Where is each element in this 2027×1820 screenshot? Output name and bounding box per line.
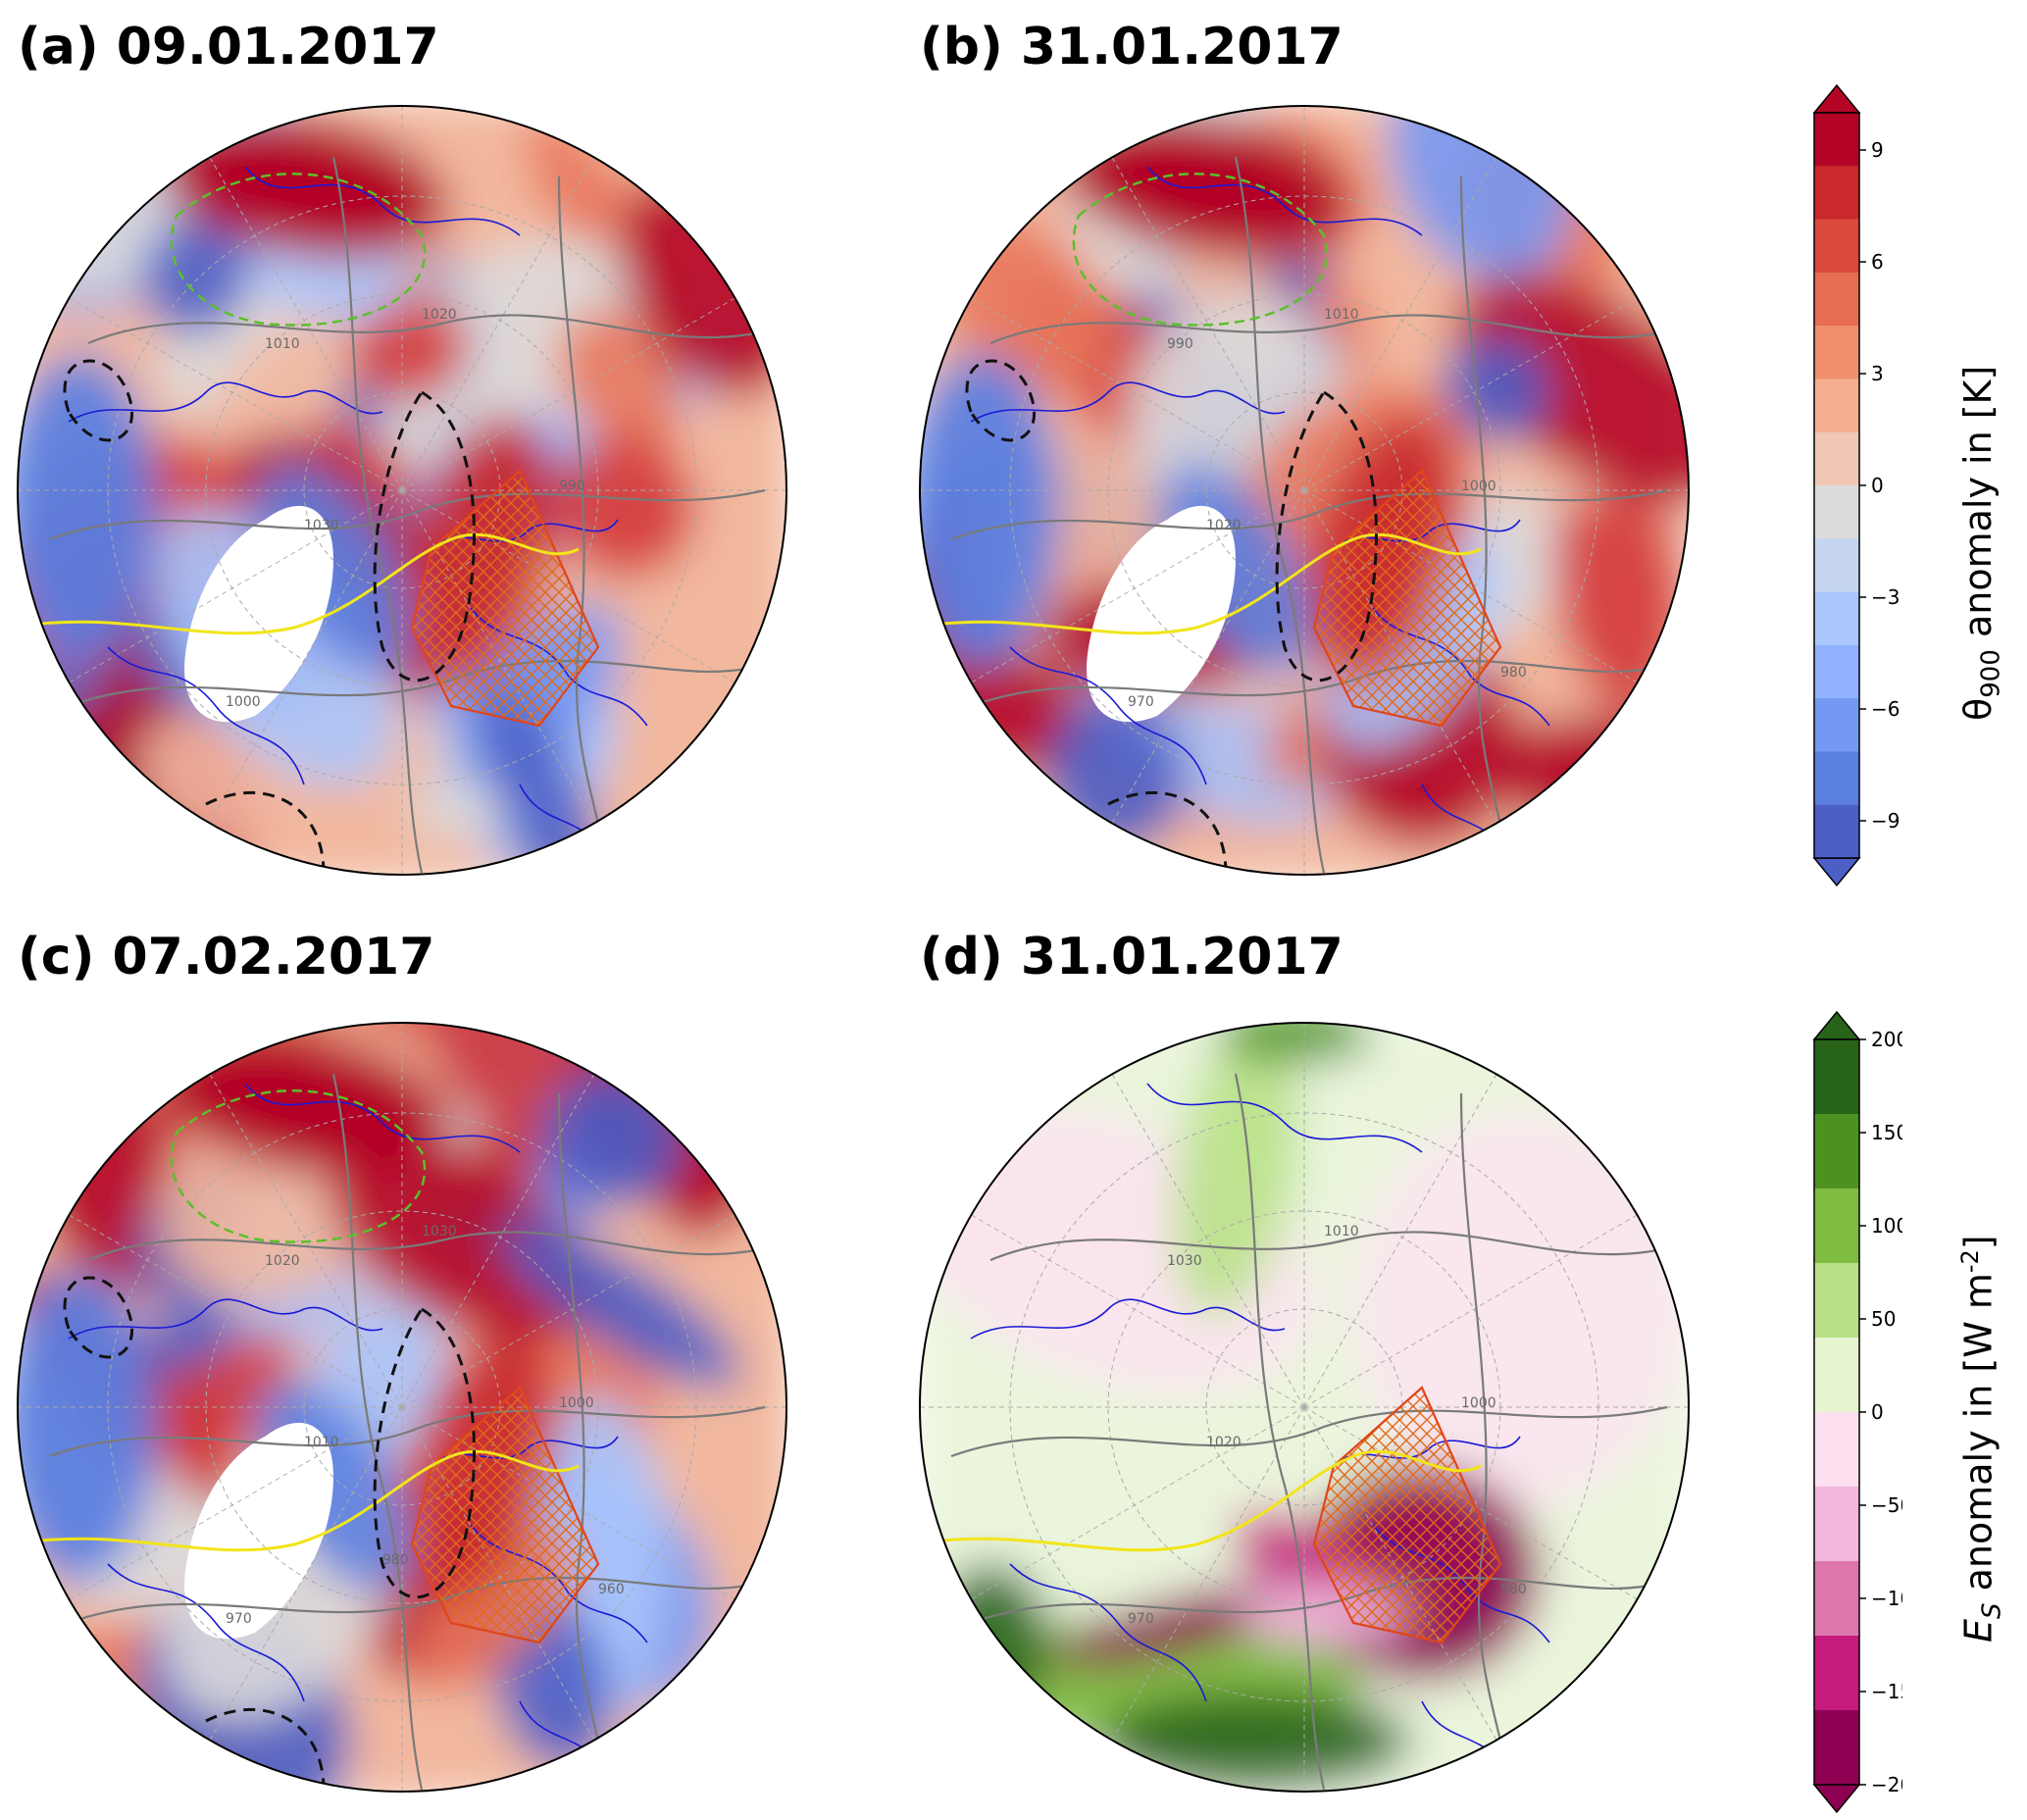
theta-color-swatch: [1814, 644, 1859, 699]
es-tick-label: 0: [1871, 1400, 1884, 1424]
es-tick-label: 100: [1871, 1214, 1902, 1238]
es-color-swatch: [1814, 1114, 1859, 1189]
map-panel-c: 1020 1030 1010 1000 970 960 980: [17, 1022, 787, 1793]
theta-tick-label: 9: [1871, 138, 1884, 162]
theta-color-swatch: [1814, 219, 1859, 274]
es-color-swatch: [1814, 1263, 1859, 1339]
isobar-label: 1030: [1167, 1253, 1202, 1269]
isobar-label: 980: [382, 1552, 409, 1568]
es-tick-label: 200: [1871, 1028, 1902, 1051]
es-extend-bottom: [1812, 1784, 1861, 1814]
theta-tick-label: 0: [1871, 474, 1884, 497]
panel-c-title: (c) 07.02.2017: [18, 928, 435, 986]
isobar-label: 1030: [304, 518, 339, 533]
theta-extend-bottom: [1812, 857, 1861, 887]
isobar-label: 1010: [304, 1435, 339, 1450]
isobar-label: 1020: [1206, 1435, 1242, 1450]
hatched-region: [410, 469, 600, 728]
isobar-label: 1000: [1461, 479, 1496, 494]
isobar-label: 970: [1128, 1611, 1154, 1627]
es-tick-label: −100: [1871, 1587, 1902, 1610]
panel-d-title: (d) 31.01.2017: [920, 928, 1343, 986]
map-panel-a: 1010 1020 1030 990 1000: [17, 105, 787, 876]
theta-color-swatch: [1814, 379, 1859, 433]
isobar-label: 1010: [265, 336, 300, 352]
es-color-swatch: [1814, 1188, 1859, 1264]
panel-b-title: (b) 31.01.2017: [920, 18, 1343, 76]
isobar-label: 990: [1167, 336, 1193, 352]
isobar-label: 1010: [1324, 1224, 1359, 1239]
isobar-label: 990: [559, 479, 585, 494]
es-color-swatch: [1814, 1561, 1859, 1637]
es-tick-label: −50: [1871, 1493, 1902, 1517]
es-extend-top: [1812, 1010, 1861, 1040]
theta-colorbar-label: θ900 anomaly in [K]: [1956, 365, 2006, 721]
hatched-region: [1312, 1386, 1502, 1644]
theta-color-swatch: [1814, 166, 1859, 221]
theta-colorbar: 9 6 3 0 −3 −6 −9: [1812, 83, 1900, 887]
isobar-label: 970: [226, 1611, 252, 1627]
isobar-label: 1000: [559, 1395, 594, 1411]
es-color-swatch: [1814, 1338, 1859, 1413]
theta-color-swatch: [1814, 326, 1859, 379]
panel-a-title: (a) 09.01.2017: [18, 18, 439, 76]
es-tick-label: −200: [1871, 1773, 1902, 1796]
isobar-label: 1000: [1461, 1395, 1496, 1411]
theta-extend-top: [1812, 83, 1861, 114]
theta-tick-label: −6: [1871, 697, 1900, 721]
hatched-region: [410, 1386, 600, 1644]
es-color-swatch: [1814, 1710, 1859, 1786]
isobar-label: 1020: [422, 307, 457, 323]
es-colorbar: 200 150 100 50 0 −50 −100 −150 −200: [1812, 1010, 1902, 1814]
es-color-swatch: [1814, 1412, 1859, 1488]
isobar-label: 1010: [1324, 307, 1359, 323]
theta-tick-label: 3: [1871, 362, 1884, 385]
map-panel-b: 990 1010 1020 1000 970 980: [919, 105, 1690, 876]
theta-color-swatch: [1814, 751, 1859, 806]
isobar-label: 970: [1128, 694, 1154, 710]
es-color-swatch: [1814, 1039, 1859, 1115]
theta-color-swatch: [1814, 431, 1859, 486]
isobar-label: 1020: [1206, 518, 1242, 533]
theta-color-swatch: [1814, 538, 1859, 593]
es-color-swatch: [1814, 1636, 1859, 1711]
isobar-label: 960: [598, 1582, 625, 1597]
theta-color-swatch: [1814, 804, 1859, 859]
es-tick-label: 150: [1871, 1121, 1902, 1144]
theta-color-swatch: [1814, 485, 1859, 539]
isobar-label: 980: [1500, 665, 1527, 681]
isobar-label: 1000: [226, 694, 261, 710]
es-tick-label: −150: [1871, 1680, 1902, 1703]
hatched-region: [1312, 469, 1502, 728]
es-color-swatch: [1814, 1487, 1859, 1562]
theta-tick-label: 6: [1871, 250, 1884, 274]
theta-color-swatch: [1814, 113, 1859, 167]
isobar-label: 980: [1500, 1582, 1527, 1597]
theta-color-swatch: [1814, 272, 1859, 327]
isobar-label: 1030: [422, 1224, 457, 1239]
theta-color-swatch: [1814, 591, 1859, 646]
theta-tick-label: −3: [1871, 585, 1900, 609]
theta-color-swatch: [1814, 698, 1859, 752]
es-colorbar-label: ES anomaly in [W m-2]: [1956, 1235, 2007, 1643]
map-panel-d: 1030 1010 1020 1000 970 980: [919, 1022, 1690, 1793]
es-tick-label: 50: [1871, 1307, 1896, 1331]
theta-tick-label: −9: [1871, 809, 1900, 833]
isobar-label: 1020: [265, 1253, 300, 1269]
